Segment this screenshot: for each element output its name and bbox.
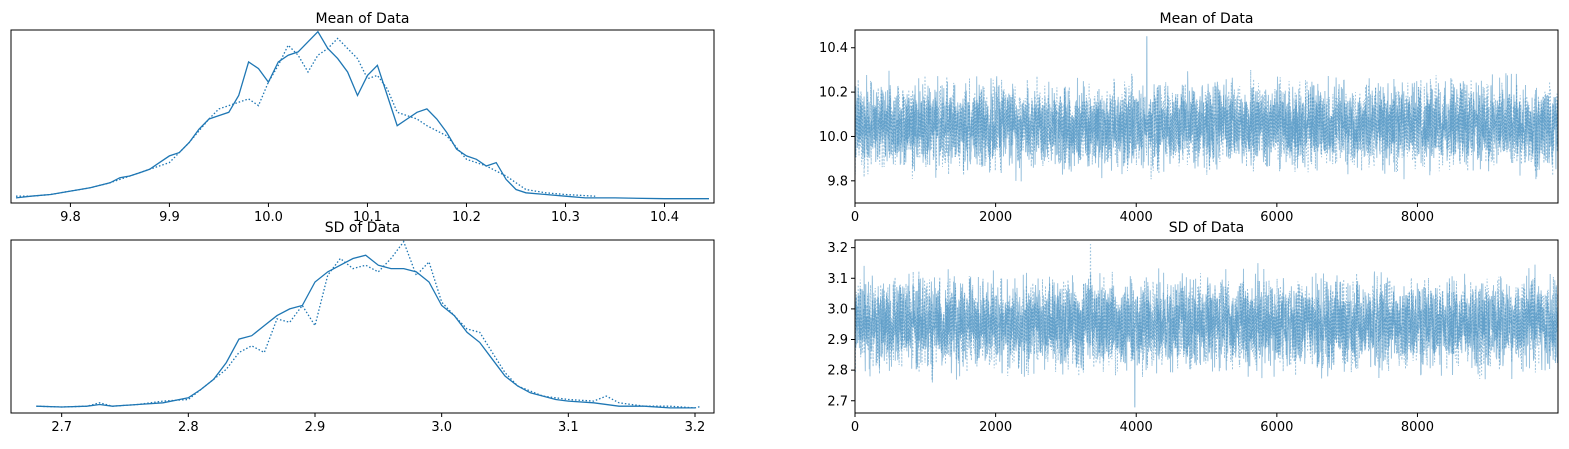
density-mean-xtick-label: 10.4 — [650, 210, 679, 225]
trace-sd-ytick-label: 3.0 — [827, 302, 848, 317]
trace-sd-ytick-label: 2.7 — [827, 394, 848, 409]
sd-trace-title: SD of Data — [1169, 220, 1245, 236]
density-mean-xtick-label: 10.1 — [353, 210, 382, 225]
density-sd-xtick-label: 2.8 — [178, 420, 199, 435]
density-mean-xtick-label: 9.9 — [159, 210, 180, 225]
trace-sd-frame — [854, 239, 1559, 414]
sd-trace-panel: 0 2000 4000 6000 8000 2.7 2.8 2.9 3.0 3.1 3.2 SD of… — [827, 220, 1559, 435]
trace-mean-xtick-label: 2000 — [979, 210, 1012, 225]
trace-sd-ytick-label: 2.9 — [827, 333, 848, 348]
density-mean-plot-area — [15, 30, 709, 200]
density-mean-xtick-label: 10.3 — [551, 210, 580, 225]
density-sd-xtick-label: 3.0 — [431, 420, 452, 435]
trace-mean-series-dotted — [855, 69, 1558, 180]
trace-mean-plot-area — [855, 36, 1558, 182]
trace-mean-xtick-label: 8000 — [1401, 210, 1434, 225]
density-sd-xtick-label: 3.1 — [558, 420, 579, 435]
density-mean-series-solid — [15, 30, 709, 200]
sd-density-panel: 2.7 2.8 2.9 3.0 3.1 3.2 SD of Data — [10, 220, 715, 435]
trace-mean-xtick-label: 4000 — [1120, 210, 1153, 225]
density-sd-xtick-label: 3.2 — [685, 420, 706, 435]
trace-sd-series-solid — [855, 263, 1558, 408]
density-sd-xtick-label: 2.9 — [305, 420, 326, 435]
mean-trace-panel: 0 2000 4000 6000 8000 9.8 10.0 10.2 10.4 Mean of … — [819, 11, 1559, 225]
mean-density-title: Mean of Data — [316, 11, 410, 27]
trace-mean-ytick-label: 9.8 — [827, 174, 848, 189]
trace-sd-xtick-label: 2000 — [979, 420, 1012, 435]
trace-sd-series-dotted — [855, 244, 1558, 381]
density-sd-frame — [10, 239, 715, 414]
trace-mean-ytick-label: 10.0 — [819, 130, 848, 145]
density-mean-frame — [10, 29, 715, 204]
trace-mean-series-solid — [855, 36, 1558, 182]
trace-mean-frame — [854, 29, 1559, 204]
trace-mean-ytick-label: 10.2 — [819, 86, 848, 101]
sd-density-title: SD of Data — [325, 220, 401, 236]
trace-sd-plot-area — [855, 244, 1558, 408]
trace-sd-ytick-label: 3.2 — [827, 241, 848, 256]
density-mean-xtick-label: 10.2 — [452, 210, 481, 225]
density-mean-xtick-label: 10.0 — [254, 210, 283, 225]
density-sd-series-solid — [36, 254, 695, 409]
density-sd-series-dotted — [36, 240, 702, 409]
density-sd-xtick-label: 2.7 — [51, 420, 72, 435]
trace-mean-xtick-label: 0 — [851, 210, 859, 225]
trace-sd-xtick-label: 6000 — [1260, 420, 1293, 435]
trace-sd-xtick-label: 8000 — [1401, 420, 1434, 435]
trace-mean-xtick-label: 6000 — [1260, 210, 1293, 225]
density-mean-xtick-label: 9.8 — [60, 210, 81, 225]
trace-sd-ytick-label: 3.1 — [827, 272, 848, 287]
trace-sd-ytick-label: 2.8 — [827, 364, 848, 379]
mean-trace-title: Mean of Data — [1160, 11, 1254, 27]
density-mean-series-dotted — [16, 37, 596, 197]
trace-mean-ytick-label: 10.4 — [819, 41, 848, 56]
trace-sd-xtick-label: 0 — [851, 420, 859, 435]
density-sd-plot-area — [36, 240, 702, 409]
mean-density-panel: 9.8 9.9 10.0 10.1 10.2 10.3 10.4 Mean of Data — [10, 11, 715, 225]
trace-sd-xtick-label: 4000 — [1120, 420, 1153, 435]
